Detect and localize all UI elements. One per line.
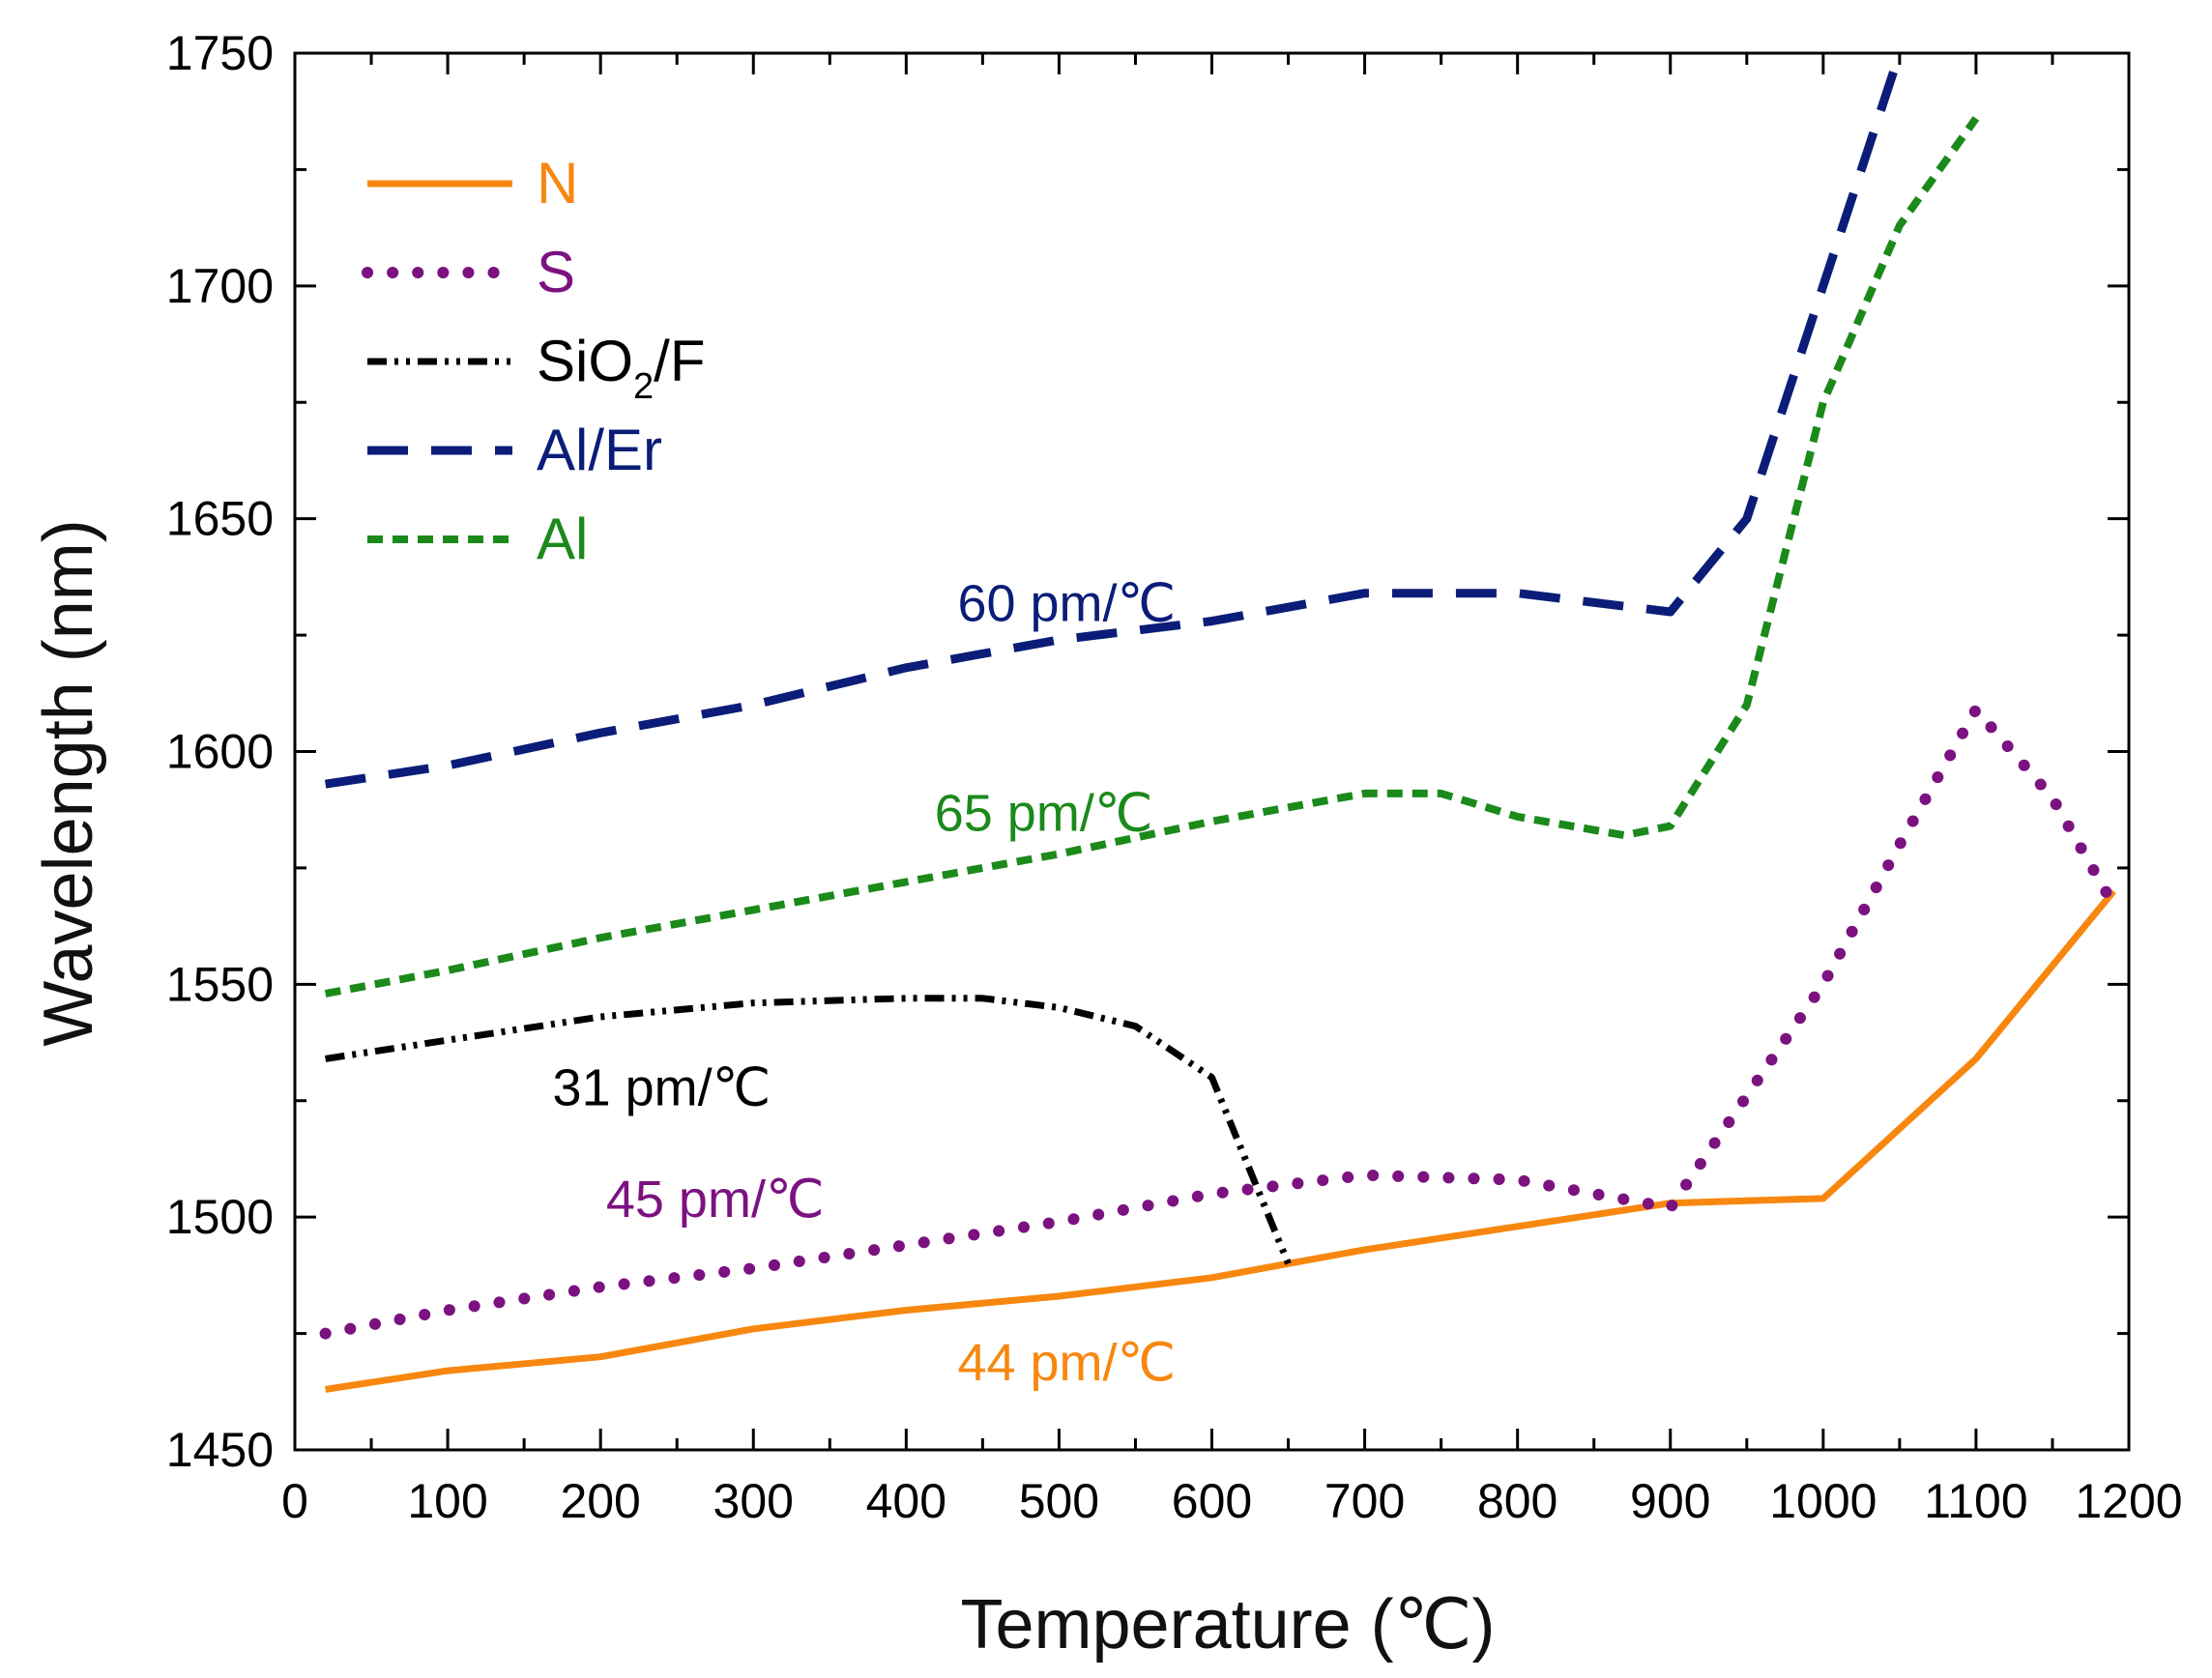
slope-annotation: 60 pm/℃ [957, 575, 1176, 633]
series-line-s [319, 704, 2120, 1340]
legend-label: N [537, 151, 578, 216]
y-axis-ticks: 1450 1500 1550 1600 1650 1700 1750 [166, 26, 2129, 1477]
y-tick-label: 1700 [166, 259, 274, 313]
x-axis-ticks: 0 100 200 300 400 500 600 700 800 900 1000 1100 1200 [281, 53, 2183, 1528]
annotation-layer: 60 pm/℃ 65 pm/℃ 31 pm/℃ 45 pm/℃ 44 pm/℃ [553, 575, 1177, 1392]
x-tick-label: 600 [1172, 1474, 1252, 1528]
y-tick-label: 1550 [166, 957, 274, 1011]
series-line-al-er [324, 51, 1905, 789]
legend: NS SiO2/F Al/Er Al [362, 151, 706, 571]
slope-annotation: 45 pm/℃ [606, 1171, 825, 1229]
legend-label: S [537, 240, 575, 304]
y-tick-label: 1650 [166, 492, 274, 546]
y-tick-label: 1600 [166, 725, 274, 779]
x-tick-label: 1000 [1769, 1474, 1877, 1528]
legend-label: SiO2/F [537, 329, 706, 407]
slope-annotation: 31 pm/℃ [553, 1059, 771, 1117]
x-tick-label: 800 [1477, 1474, 1557, 1528]
x-tick-label: 900 [1630, 1474, 1710, 1528]
x-tick-label: 100 [407, 1474, 487, 1528]
x-tick-label: 1100 [1924, 1474, 2028, 1528]
series-line-sio2-f [325, 995, 1292, 1265]
x-tick-label: 1200 [2075, 1474, 2182, 1528]
series-layer [319, 51, 2120, 1393]
y-tick-label: 1450 [166, 1423, 274, 1477]
x-axis-title: Temperature (℃) [960, 1586, 1495, 1664]
x-tick-label: 300 [713, 1474, 794, 1528]
x-tick-label: 500 [1019, 1474, 1099, 1528]
x-tick-label: 400 [866, 1474, 946, 1528]
x-tick-label: 200 [560, 1474, 640, 1528]
slope-annotation: 44 pm/℃ [957, 1334, 1176, 1392]
x-tick-label: 0 [281, 1474, 308, 1528]
y-tick-label: 1500 [166, 1190, 274, 1244]
slope-annotation: 65 pm/℃ [935, 784, 1153, 842]
legend-label: Al [537, 506, 588, 571]
y-tick-label: 1750 [166, 26, 274, 80]
y-axis-title: Wavelength (nm) [30, 519, 107, 1047]
legend-label: Al/Er [537, 418, 662, 482]
x-tick-label: 700 [1324, 1474, 1405, 1528]
series-line-n [325, 888, 2116, 1393]
series-line-al [324, 116, 1980, 998]
